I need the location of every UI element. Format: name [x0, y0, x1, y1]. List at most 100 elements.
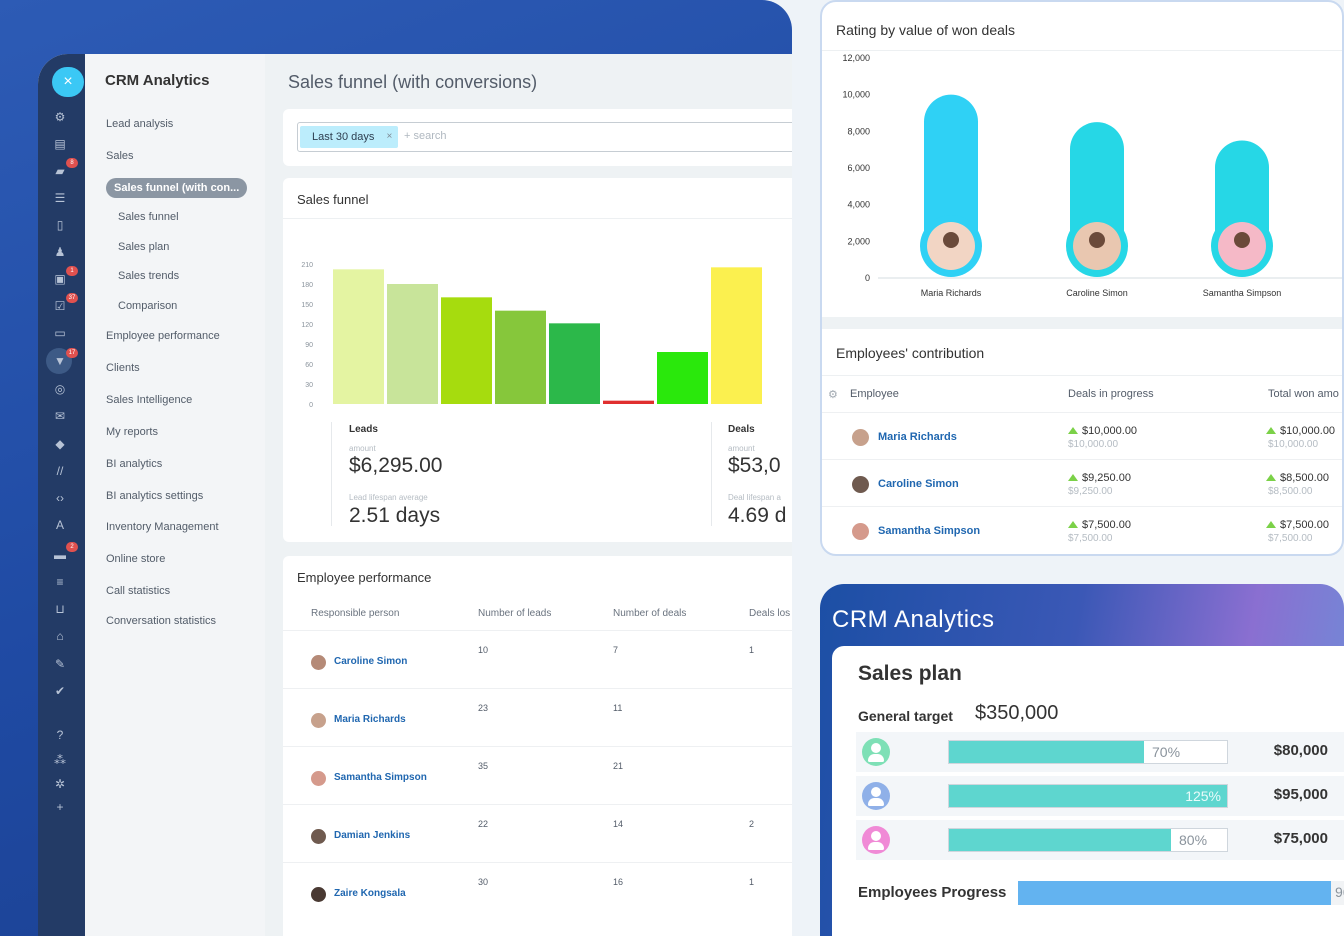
- checklist-badge: 37: [66, 293, 78, 303]
- menu-item-sales-funnel-conversions[interactable]: Sales funnel (with con...: [106, 178, 248, 198]
- menu-item-sales-trends[interactable]: Sales trends: [118, 270, 180, 282]
- remove-tag-icon[interactable]: ×: [386, 131, 393, 142]
- y-tick-label: 90: [305, 342, 313, 349]
- check-circle-icon[interactable]: ✔: [54, 684, 66, 698]
- mail-icon[interactable]: ✉: [54, 409, 66, 423]
- funnel-icon[interactable]: ▼: [54, 354, 66, 368]
- table-row[interactable]: Maria Richards 23 11: [283, 688, 792, 746]
- employee-performance-card: Employee performance Responsible person …: [283, 556, 792, 936]
- inbox-icon[interactable]: ☰: [54, 191, 66, 205]
- lead-lifespan: 2.51 days: [349, 504, 441, 527]
- gear-icon[interactable]: ✲: [54, 777, 66, 791]
- stat-divider: [711, 422, 712, 526]
- filter-input[interactable]: Last 30 days × + search: [297, 122, 792, 152]
- code-icon[interactable]: ‹›: [56, 491, 64, 505]
- menu-item-clients[interactable]: Clients: [106, 362, 140, 374]
- tasks-icon[interactable]: ▣: [54, 272, 66, 286]
- column-header[interactable]: Number of deals: [613, 608, 687, 619]
- table-row[interactable]: Caroline Simon $9,250.00 $9,250.00 $8,50…: [822, 459, 1342, 506]
- plus-icon[interactable]: +: [56, 800, 64, 814]
- filter-tag[interactable]: Last 30 days ×: [300, 126, 399, 148]
- sites-icon[interactable]: //: [56, 464, 64, 478]
- menu-item-my-reports[interactable]: My reports: [106, 426, 158, 438]
- y-tick-label: 12,000: [842, 53, 870, 63]
- menu-item-sales-plan[interactable]: Sales plan: [118, 241, 170, 253]
- help-icon[interactable]: ?: [56, 728, 64, 742]
- automation-icon[interactable]: A: [55, 518, 64, 532]
- close-icon[interactable]: ×: [52, 67, 84, 97]
- table-row[interactable]: Damian Jenkins 22 14 2: [283, 804, 792, 862]
- employee-name[interactable]: Samantha Simpson: [334, 772, 427, 783]
- box-icon[interactable]: ◆: [55, 437, 65, 451]
- employee-name[interactable]: Caroline Simon: [878, 478, 959, 490]
- progress-percent: 125%: [1185, 788, 1221, 804]
- total-won: $8,500.00: [1266, 472, 1329, 484]
- employee-name[interactable]: Caroline Simon: [334, 656, 408, 667]
- employee-name[interactable]: Samantha Simpson: [878, 525, 981, 537]
- chat-badge: 8: [66, 158, 78, 168]
- leads-amount: $6,295.00: [349, 454, 443, 477]
- gear-icon[interactable]: ⚙: [828, 389, 838, 401]
- employee-name[interactable]: Maria Richards: [878, 431, 957, 443]
- document-icon[interactable]: ▯: [56, 218, 64, 232]
- table-row[interactable]: Samantha Simpson $7,500.00 $7,500.00 $7,…: [822, 506, 1342, 553]
- menu-item-bi-analytics[interactable]: BI analytics: [106, 458, 163, 470]
- target-icon[interactable]: ◎: [54, 382, 66, 396]
- menu-item-lead-analysis[interactable]: Lead analysis: [106, 118, 174, 130]
- menu-item-employee-performance[interactable]: Employee performance: [106, 330, 220, 342]
- checklist-icon[interactable]: ☑: [54, 299, 66, 313]
- table-row[interactable]: Zaire Kongsala 30 16 1: [283, 862, 792, 920]
- employee-name[interactable]: Zaire Kongsala: [334, 888, 406, 899]
- won-deals-panel: Rating by value of won deals 0 2,000 4,000…: [820, 0, 1344, 556]
- search-placeholder[interactable]: + search: [404, 130, 447, 142]
- store-icon[interactable]: ▬: [54, 548, 66, 562]
- menu-item-comparison[interactable]: Comparison: [118, 300, 178, 312]
- filter-tag-label: Last 30 days: [312, 131, 375, 143]
- team-icon[interactable]: ♟: [54, 245, 66, 259]
- funnel-bar: [333, 269, 384, 404]
- plan-amount: $75,000: [1273, 830, 1328, 847]
- menu-item-conversation-statistics[interactable]: Conversation statistics: [106, 615, 217, 627]
- menu-item-sales-funnel[interactable]: Sales funnel: [118, 211, 179, 223]
- employee-name[interactable]: Maria Richards: [334, 714, 406, 725]
- plan-amount: $80,000: [1273, 742, 1328, 759]
- deals-label: Deals: [728, 424, 755, 435]
- table-row[interactable]: Samantha Simpson 35 21: [283, 746, 792, 804]
- contact-card-icon[interactable]: ▭: [54, 326, 66, 340]
- funnel-chart: 0 30 60 90 120 150 180 210: [301, 262, 762, 409]
- sales-plan-title: Sales plan: [858, 662, 962, 685]
- stat-divider: [331, 422, 332, 526]
- cart-icon[interactable]: ⊔: [55, 602, 65, 616]
- leads-label: Leads: [349, 424, 378, 435]
- sliders-icon[interactable]: ≡: [56, 575, 64, 589]
- table-row[interactable]: Caroline Simon 10 7 1: [283, 630, 792, 688]
- structure-icon[interactable]: ⁂: [54, 753, 66, 767]
- funnel-bar: [495, 310, 546, 404]
- column-header[interactable]: Responsible person: [311, 608, 400, 619]
- deals-amount-caption: amount: [728, 444, 755, 453]
- column-header[interactable]: Total won amo: [1268, 388, 1339, 400]
- menu-item-sales-intelligence[interactable]: Sales Intelligence: [106, 394, 193, 406]
- bank-icon[interactable]: ⌂: [56, 629, 64, 643]
- crm-app-window: × ⚙ ▤ ▰ 8 ☰ ▯ ♟ ▣ 1 ☑ 37 ▭ ▼ 17 ◎ ✉ ◆ //…: [38, 54, 792, 936]
- menu-item-bi-analytics-settings[interactable]: BI analytics settings: [106, 490, 204, 502]
- y-tick-label: 2,000: [847, 236, 870, 246]
- menu-item-inventory-management[interactable]: Inventory Management: [106, 521, 219, 533]
- column-header[interactable]: Deals in progress: [1068, 388, 1154, 400]
- chat-icon[interactable]: ▰: [55, 164, 65, 178]
- menu-item-call-statistics[interactable]: Call statistics: [106, 585, 171, 597]
- table-row[interactable]: Maria Richards $10,000.00 $10,000.00 $10…: [822, 412, 1342, 459]
- deals-lost: 2: [749, 819, 755, 829]
- menu-item-online-store[interactable]: Online store: [106, 553, 166, 565]
- feed-icon[interactable]: ▤: [54, 137, 66, 151]
- column-header[interactable]: Number of leads: [478, 608, 552, 619]
- column-header[interactable]: Employee: [850, 388, 899, 400]
- funnel-title: Sales funnel: [297, 192, 369, 207]
- deals-in-progress-sub: $9,250.00: [1068, 486, 1113, 497]
- settings-icon[interactable]: ⚙: [54, 110, 66, 124]
- column-header[interactable]: Deals los: [749, 608, 791, 619]
- employee-name[interactable]: Damian Jenkins: [334, 830, 411, 841]
- sign-icon[interactable]: ✎: [54, 657, 66, 671]
- x-category-label: Samantha Simpson: [1203, 288, 1282, 298]
- menu-item-sales[interactable]: Sales: [106, 150, 134, 162]
